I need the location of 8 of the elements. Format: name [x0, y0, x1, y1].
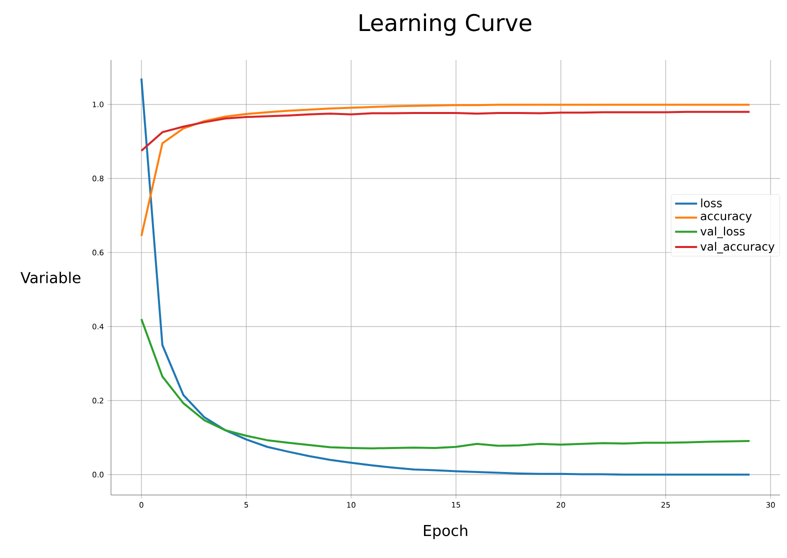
- legend-label: val_accuracy: [700, 242, 774, 254]
- legend-label: accuracy: [700, 214, 752, 223]
- legend-label: loss: [701, 198, 722, 208]
- y-axis-title: Variable: [20, 272, 80, 284]
- legend-label: val_loss: [700, 226, 745, 238]
- chart-title: Learning Curve: [360, 14, 532, 36]
- line-series: [140, 318, 751, 450]
- x-axis-title: Epoch: [424, 524, 468, 540]
